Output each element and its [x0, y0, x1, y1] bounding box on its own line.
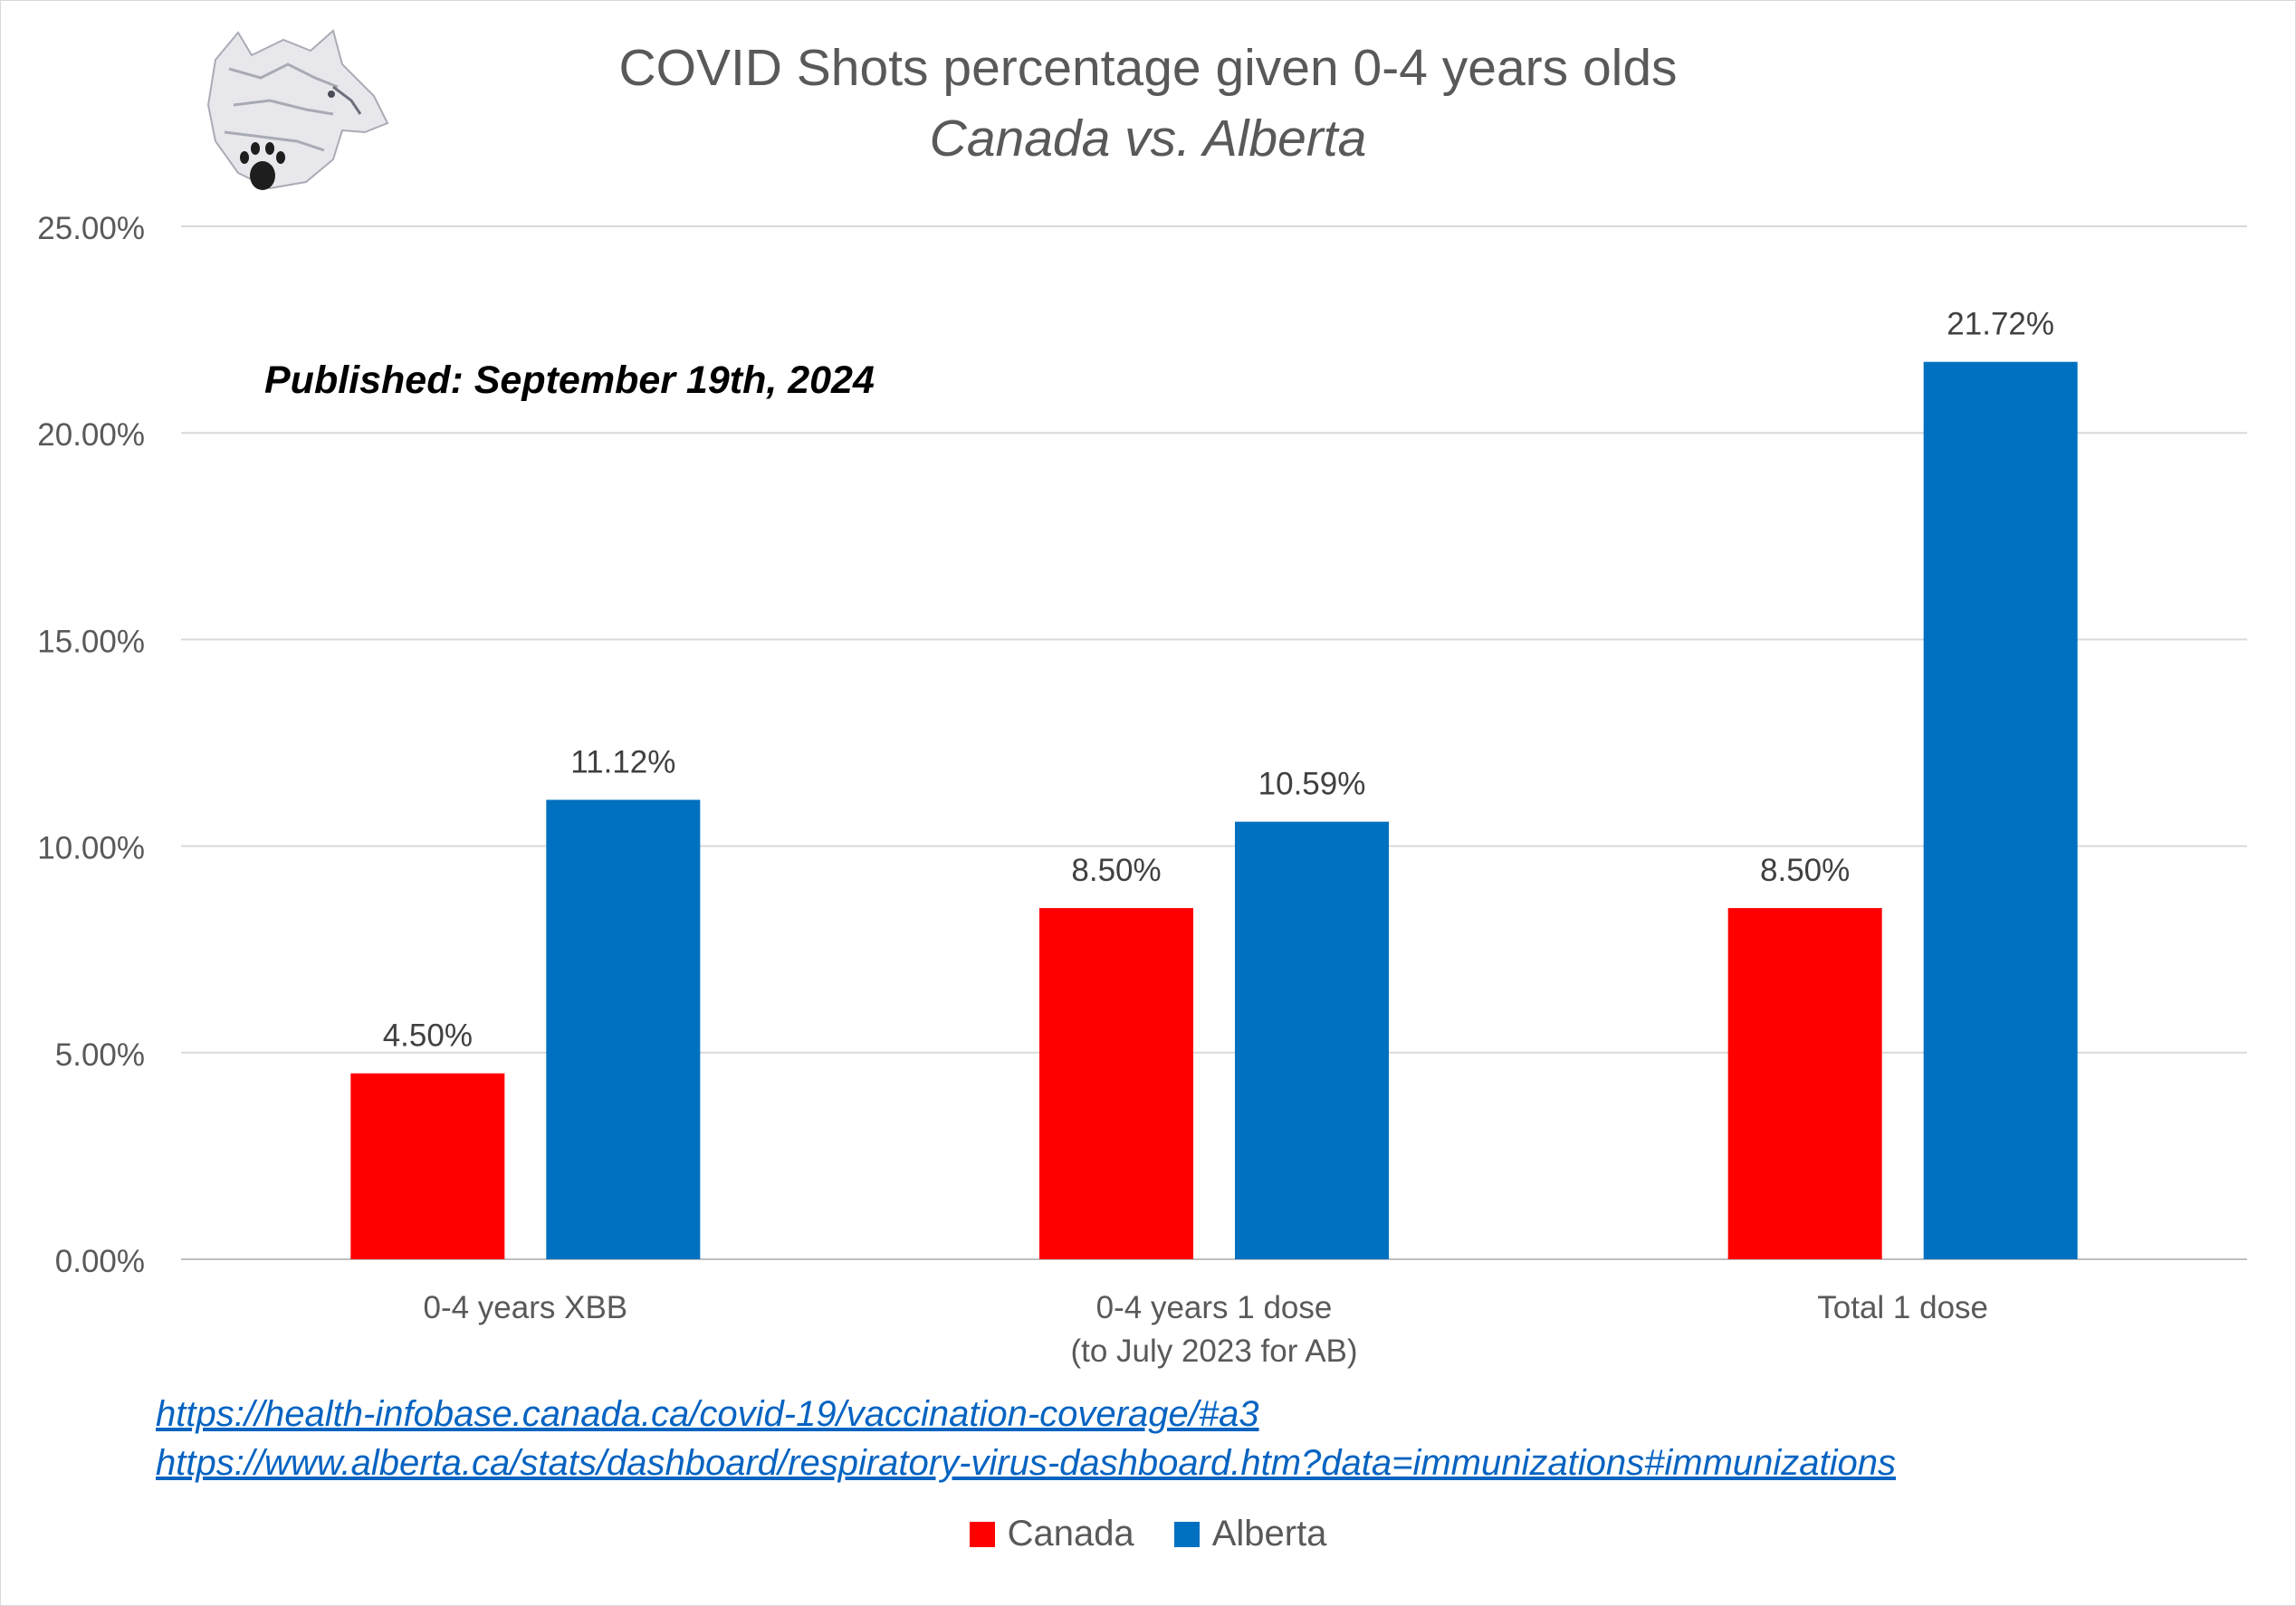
bar-alberta — [546, 799, 701, 1259]
legend-item-canada: Canada — [969, 1514, 1134, 1554]
x-tick-label: Total 1 dose — [1817, 1290, 1988, 1325]
y-tick-label: 15.00% — [37, 624, 145, 659]
bar-alberta — [1923, 361, 2078, 1259]
chart-title: COVID Shots percentage given 0-4 years o… — [618, 39, 1678, 97]
chart-subtitle: Canada vs. Alberta — [929, 110, 1367, 167]
source-link-canada[interactable]: https://health-infobase.canada.ca/covid-… — [156, 1394, 1259, 1434]
legend-swatch — [1173, 1521, 1200, 1547]
bar-canada — [350, 1073, 505, 1259]
x-tick-label: (to July 2023 for AB) — [1070, 1334, 1357, 1369]
data-label: 8.50% — [1760, 853, 1850, 888]
bar-canada — [1727, 908, 1882, 1259]
y-tick-label: 0.00% — [55, 1244, 145, 1279]
y-tick-label: 20.00% — [37, 417, 145, 453]
legend-label: Canada — [1007, 1514, 1134, 1553]
y-tick-label: 25.00% — [37, 211, 145, 246]
x-tick-label: 0-4 years 1 dose — [1096, 1290, 1333, 1325]
data-label: 11.12% — [570, 744, 675, 779]
data-label: 4.50% — [383, 1018, 473, 1054]
published-annotation: Published: September 19th, 2024 — [264, 358, 875, 402]
x-tick-label: 0-4 years XBB — [424, 1290, 628, 1325]
data-label: 21.72% — [1947, 307, 2054, 342]
bar-canada — [1039, 908, 1193, 1259]
data-label: 10.59% — [1258, 767, 1366, 802]
y-tick-label: 10.00% — [37, 831, 145, 866]
wolf-logo-icon — [197, 24, 397, 209]
legend: Canada Alberta — [0, 1514, 2296, 1554]
legend-label: Alberta — [1211, 1514, 1327, 1553]
source-link-alberta[interactable]: https://www.alberta.ca/stats/dashboard/r… — [156, 1443, 1897, 1483]
bar-alberta — [1235, 821, 1389, 1259]
legend-item-alberta: Alberta — [1173, 1514, 1327, 1554]
data-label: 8.50% — [1071, 853, 1161, 888]
legend-swatch — [969, 1521, 995, 1547]
y-tick-label: 5.00% — [55, 1037, 145, 1073]
